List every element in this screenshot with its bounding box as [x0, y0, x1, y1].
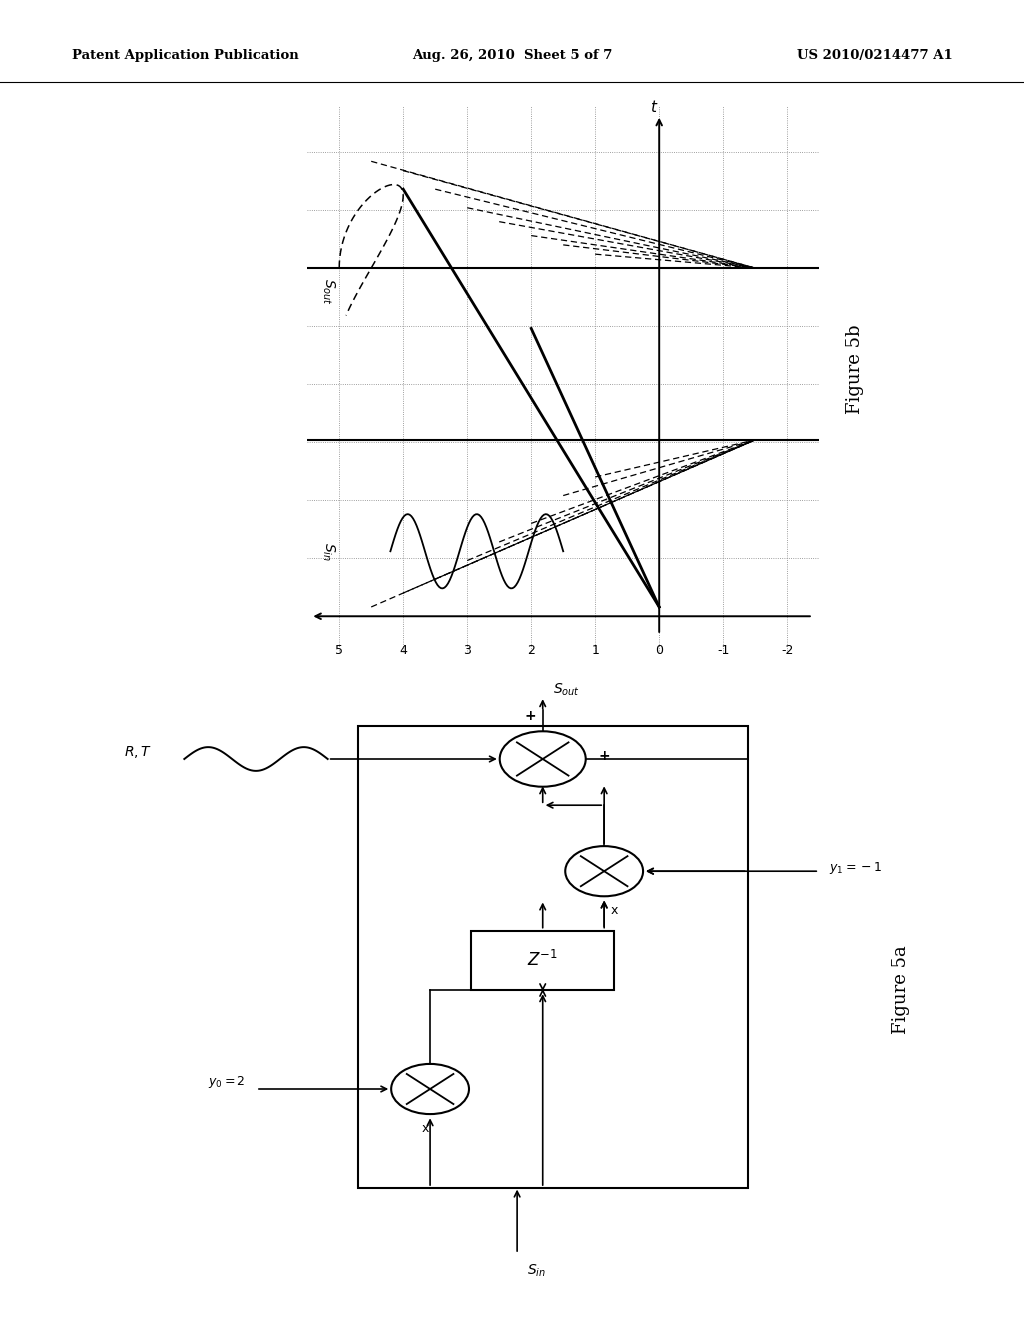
Text: 2: 2: [527, 644, 536, 657]
Text: $S_{out}$: $S_{out}$: [321, 277, 337, 305]
Text: +: +: [524, 709, 537, 723]
Bar: [471, 931, 614, 990]
Text: $Z^{-1}$: $Z^{-1}$: [527, 950, 558, 970]
Text: -1: -1: [717, 644, 729, 657]
Text: $y_1 = -1$: $y_1 = -1$: [829, 859, 883, 876]
Text: $S_{in}$: $S_{in}$: [527, 1262, 547, 1279]
Text: x: x: [421, 1122, 429, 1135]
Text: $S_{out}$: $S_{out}$: [553, 681, 580, 698]
Text: 1: 1: [591, 644, 599, 657]
Text: Aug. 26, 2010  Sheet 5 of 7: Aug. 26, 2010 Sheet 5 of 7: [412, 49, 612, 62]
Text: 0: 0: [655, 644, 664, 657]
Text: US 2010/0214477 A1: US 2010/0214477 A1: [797, 49, 952, 62]
Text: $S_{in}$: $S_{in}$: [321, 541, 337, 561]
Text: +: +: [598, 748, 609, 763]
Text: Figure 5a: Figure 5a: [892, 945, 910, 1035]
Text: -2: -2: [781, 644, 794, 657]
Text: $t$: $t$: [649, 99, 658, 115]
Text: 3: 3: [463, 644, 471, 657]
Text: 4: 4: [399, 644, 408, 657]
Text: $R, T$: $R, T$: [124, 744, 153, 760]
Text: Figure 5b: Figure 5b: [846, 325, 864, 414]
Text: Patent Application Publication: Patent Application Publication: [72, 49, 298, 62]
Text: 5: 5: [335, 644, 343, 657]
Text: $y_0 = 2$: $y_0 = 2$: [208, 1074, 246, 1090]
Text: x: x: [610, 904, 618, 917]
Bar: [358, 726, 748, 1188]
